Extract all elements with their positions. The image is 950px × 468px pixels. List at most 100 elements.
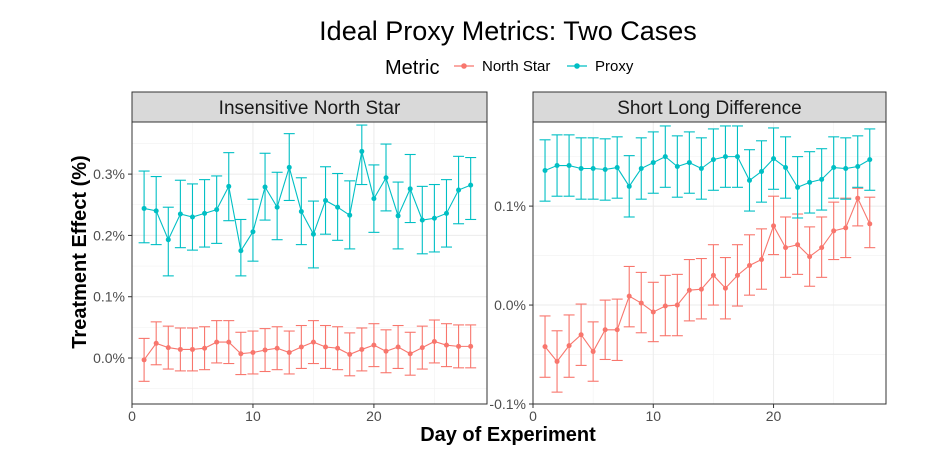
series-proxy bbox=[138, 124, 477, 277]
data-point bbox=[638, 300, 644, 306]
data-point bbox=[795, 184, 801, 190]
legend-item-proxy: Proxy bbox=[567, 58, 634, 75]
data-point bbox=[323, 344, 329, 350]
data-point bbox=[407, 186, 413, 192]
data-point bbox=[638, 166, 644, 172]
data-point bbox=[783, 245, 789, 251]
panel-short-long-difference: Short Long Difference 0 10 20 -0.1% 0.0% 0.1% bbox=[489, 91, 887, 424]
data-point bbox=[602, 166, 608, 172]
data-point bbox=[456, 343, 462, 349]
data-point bbox=[250, 229, 256, 235]
data-point bbox=[843, 225, 849, 231]
legend-key-point bbox=[574, 63, 580, 69]
x-tick-label: 0 bbox=[529, 408, 537, 424]
data-point bbox=[710, 272, 716, 278]
data-point bbox=[819, 176, 825, 182]
data-point bbox=[189, 346, 195, 352]
data-point bbox=[141, 357, 147, 363]
legend-title: Metric bbox=[385, 57, 439, 79]
data-point bbox=[674, 164, 680, 170]
y-tick-label: 0.2% bbox=[93, 227, 125, 243]
y-tick-label: 0.0% bbox=[494, 297, 526, 313]
y-tick-label: 0.1% bbox=[494, 198, 526, 214]
series-line bbox=[143, 340, 471, 361]
data-point bbox=[202, 210, 208, 216]
data-point bbox=[286, 350, 292, 356]
data-point bbox=[602, 327, 608, 333]
data-point bbox=[226, 339, 232, 345]
data-point bbox=[286, 164, 292, 170]
data-point bbox=[371, 196, 377, 202]
series-north-star bbox=[138, 319, 477, 382]
data-point bbox=[746, 262, 752, 268]
data-point bbox=[153, 208, 159, 214]
data-point bbox=[554, 358, 560, 364]
data-point bbox=[686, 287, 692, 293]
data-point bbox=[674, 302, 680, 308]
data-point bbox=[542, 167, 548, 173]
y-tick-label: 0.0% bbox=[93, 350, 125, 366]
data-point bbox=[165, 237, 171, 243]
data-point bbox=[443, 342, 449, 348]
data-point bbox=[371, 342, 377, 348]
data-point bbox=[626, 293, 632, 299]
data-point bbox=[468, 343, 474, 349]
data-point bbox=[686, 160, 692, 166]
y-tick-label: 0.3% bbox=[93, 166, 125, 182]
data-point bbox=[189, 214, 195, 220]
data-point bbox=[419, 345, 425, 351]
data-point bbox=[795, 242, 801, 248]
data-point bbox=[335, 345, 341, 351]
legend-item-north-star: North Star bbox=[454, 58, 550, 75]
data-point bbox=[710, 157, 716, 163]
panel-title: Short Long Difference bbox=[617, 98, 802, 119]
data-point bbox=[347, 212, 353, 218]
plot-area bbox=[533, 122, 886, 404]
data-point bbox=[722, 285, 728, 291]
legend: Metric North Star Proxy bbox=[385, 57, 634, 79]
data-point bbox=[759, 257, 765, 263]
data-point bbox=[614, 327, 620, 333]
data-point bbox=[323, 197, 329, 203]
data-point bbox=[431, 338, 437, 344]
x-tick-label: 10 bbox=[245, 408, 261, 424]
data-point bbox=[359, 148, 365, 154]
series-line bbox=[143, 151, 471, 253]
data-point bbox=[746, 177, 752, 183]
data-point bbox=[141, 205, 147, 211]
data-point bbox=[383, 175, 389, 181]
legend-key-point bbox=[461, 63, 467, 69]
series-line bbox=[544, 196, 871, 363]
data-point bbox=[771, 156, 777, 162]
data-point bbox=[542, 344, 548, 350]
x-tick-label: 20 bbox=[766, 408, 782, 424]
data-point bbox=[274, 345, 280, 351]
data-point bbox=[238, 351, 244, 357]
data-point bbox=[662, 303, 668, 309]
data-point bbox=[347, 351, 353, 357]
data-point bbox=[566, 163, 572, 169]
panel-strip bbox=[532, 91, 887, 123]
data-point bbox=[698, 286, 704, 292]
data-point bbox=[734, 272, 740, 278]
data-point bbox=[177, 346, 183, 352]
data-point bbox=[734, 154, 740, 160]
panels: Insensitive North Star 0 10 20 0.0% 0.1% 0.2% 0… bbox=[93, 91, 887, 424]
data-point bbox=[298, 344, 304, 350]
data-point bbox=[431, 215, 437, 221]
data-point bbox=[771, 223, 777, 229]
data-point bbox=[419, 217, 425, 223]
data-point bbox=[456, 187, 462, 193]
data-point bbox=[443, 210, 449, 216]
plot-area bbox=[132, 122, 487, 404]
data-point bbox=[722, 154, 728, 160]
data-point bbox=[153, 340, 159, 346]
x-tick-label: 0 bbox=[128, 408, 136, 424]
data-point bbox=[165, 345, 171, 351]
y-axis-title: Treatment Effect (%) bbox=[69, 155, 91, 348]
data-point bbox=[867, 221, 873, 227]
data-point bbox=[214, 339, 220, 345]
data-point bbox=[578, 332, 584, 338]
x-tick-label: 20 bbox=[366, 408, 382, 424]
